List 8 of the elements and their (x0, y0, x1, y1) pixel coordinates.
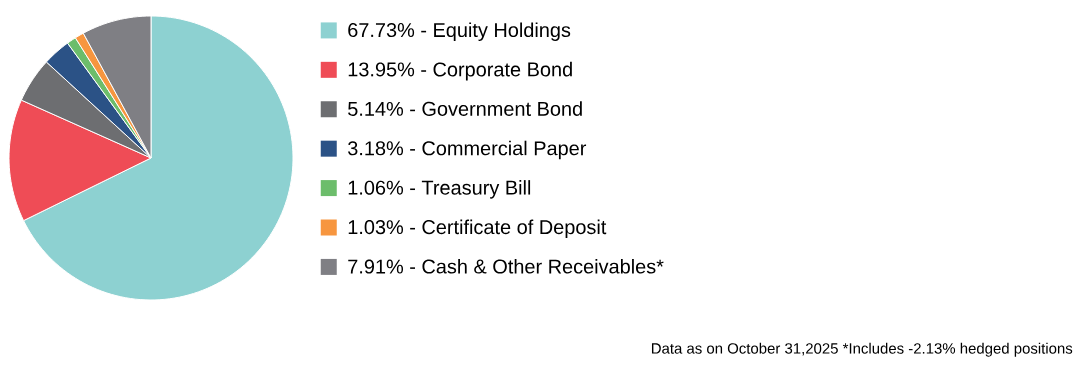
legend-label: 67.73% - Equity Holdings (348, 22, 571, 42)
legend-label: 7.91% - Cash & Other Receivables* (348, 258, 664, 274)
legend-label: 1.03% - Certificate of Deposit (348, 219, 607, 239)
legend-label: 13.95% - Corporate Bond (348, 61, 572, 81)
legend-label: 3.18% - Commercial Paper (348, 140, 587, 160)
legend-label: 1.06% - Treasury Bill (348, 180, 531, 199)
legend-label: 5.14% - Government Bond (348, 101, 582, 116)
text: Data as on October 31,2025 *Includes -2.13% hedged positions (651, 342, 1073, 357)
